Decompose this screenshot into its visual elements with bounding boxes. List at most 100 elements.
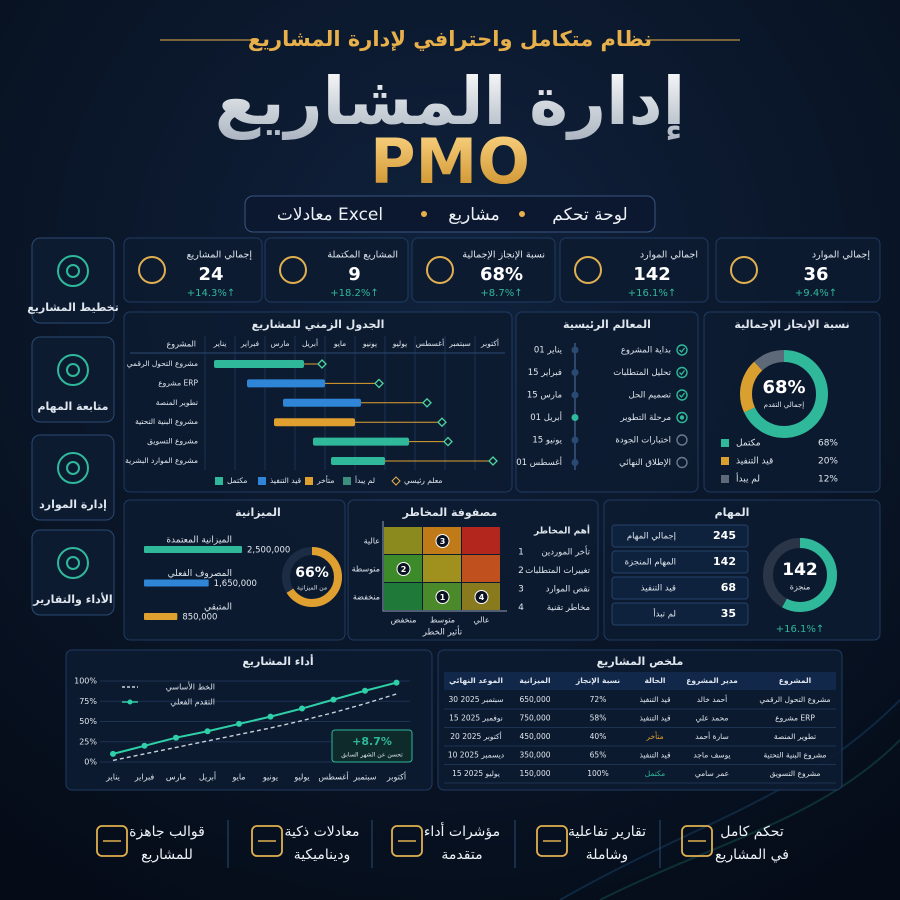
milestone-diamond xyxy=(374,378,384,389)
legend-value: 68% xyxy=(818,439,838,449)
milestone-label: بداية المشروع xyxy=(621,346,671,356)
y-tick-label: 100% xyxy=(74,677,97,686)
series-point xyxy=(236,720,242,727)
kpi-value: 9 xyxy=(348,264,361,285)
milestone-diamond xyxy=(422,397,432,408)
milestone-date: 15 مارس xyxy=(527,391,562,401)
x-tick-label: أكتوبر xyxy=(386,772,406,782)
footer-label: مؤشرات أداء xyxy=(424,822,500,840)
x-tick-label: مارس xyxy=(166,773,186,782)
panel xyxy=(264,237,409,303)
impact-label: عالي xyxy=(473,616,489,625)
milestone-status xyxy=(676,344,688,356)
series-point xyxy=(393,679,400,686)
donut-segment xyxy=(740,350,828,438)
budget-bar xyxy=(144,579,209,587)
series-point xyxy=(204,728,211,735)
table-cell: 72% xyxy=(590,695,607,704)
task-label: لم تبدأ xyxy=(653,608,676,620)
panel-title: المهام xyxy=(715,506,750,519)
gantt-bar xyxy=(313,437,409,446)
kpi-label: اجمالي الموارد xyxy=(640,250,698,261)
sidebar-card xyxy=(31,529,115,616)
project-name: مشروع الموارد البشرية xyxy=(125,456,198,465)
gantt-bar xyxy=(331,457,385,465)
subtitle: أهم المخاطر xyxy=(533,525,590,537)
milestone-date: 01 يناير xyxy=(534,346,563,356)
decor-wave xyxy=(599,739,900,900)
table-cell: 40% xyxy=(590,732,607,741)
table-cell: 650,000 xyxy=(519,695,550,704)
footer-icon xyxy=(96,825,128,857)
milestone-status xyxy=(676,366,688,379)
series-point xyxy=(362,687,368,694)
budget-label: المتبقي xyxy=(204,603,232,613)
matrix-cell xyxy=(462,527,500,554)
footer-icon xyxy=(536,825,568,857)
donut-segment xyxy=(763,538,837,612)
table-cell: 30 سبتمبر 2025 xyxy=(449,695,504,704)
panel xyxy=(65,649,433,791)
gauge-value: 66% xyxy=(295,565,329,581)
matrix-cell xyxy=(423,555,461,582)
risk-rank: 3 xyxy=(440,537,446,546)
series-line xyxy=(112,681,397,755)
table-cell: 450,000 xyxy=(519,732,550,741)
risk-label: مخاطر تقنية xyxy=(547,603,590,613)
sidebar-icon xyxy=(57,255,89,287)
kpi-icon xyxy=(730,256,758,284)
x-tick-label: يناير xyxy=(105,773,120,782)
milestone-status xyxy=(676,411,688,424)
milestone-diamond xyxy=(437,417,447,428)
sidebar-icon xyxy=(66,363,80,377)
y-tick-label: 0% xyxy=(84,758,97,767)
kpi-label: المشاريع المكتملة xyxy=(327,250,398,261)
month-label: مارس xyxy=(270,339,289,348)
kpi-label: نسبة الإنجاز الإجمالية xyxy=(462,250,545,261)
donut-segment xyxy=(740,350,828,438)
milestone-label: تحليل المتطلبات xyxy=(613,368,671,378)
gantt-bar xyxy=(283,398,361,407)
table-cell: قيد التنفيذ xyxy=(639,695,670,704)
legend-swatch xyxy=(721,475,729,483)
probability-label: عالية xyxy=(364,537,380,546)
kpi-change: +14.3%↑ xyxy=(187,288,236,299)
panel-title: أداء المشاريع xyxy=(242,654,313,668)
column-header: الموعد النهائي xyxy=(449,676,503,685)
table-cell: 15 نوفمبر 2025 xyxy=(449,714,503,723)
table-cell: محمد علي xyxy=(696,714,729,723)
kpi-change: +9.4%↑ xyxy=(795,288,837,299)
kpi-label: إجمالي المشاريع xyxy=(187,250,253,261)
column-header: الميزانية xyxy=(519,676,550,685)
impact-label: متوسط xyxy=(430,616,455,625)
sidebar-label: إدارة الموارد xyxy=(39,498,107,511)
footer-label: في المشاريع xyxy=(715,847,789,863)
footer-icon xyxy=(251,825,283,857)
panel-title: ملخص المشاريع xyxy=(597,655,684,668)
sidebar-card xyxy=(31,336,115,423)
milestone-date: 01 أغسطس xyxy=(516,456,562,468)
sidebar-label: الأداء والتقارير xyxy=(32,592,112,606)
legend-value: 12% xyxy=(818,475,838,485)
donut-caption: إجمالي التقدم xyxy=(764,401,804,409)
feature-label: لوحة تحكم xyxy=(552,205,627,225)
kpi-icon xyxy=(279,256,307,284)
column-header: المشروع xyxy=(167,340,196,349)
legend-label: معلم رئيسي xyxy=(404,476,442,485)
kpi-value: 142 xyxy=(633,264,671,285)
donut-caption: منجزة xyxy=(790,583,810,592)
panel xyxy=(123,499,346,641)
legend-label: لم يبدأ xyxy=(736,473,760,485)
table-cell: مكتمل xyxy=(645,769,665,778)
month-label: فبراير xyxy=(240,339,260,348)
separator-dot xyxy=(421,211,427,217)
legend-swatch xyxy=(305,477,313,485)
footer-label: للمشاريع xyxy=(141,847,193,863)
probability-label: متوسطة xyxy=(352,565,380,574)
table-cell: مشروع البنية التحتية xyxy=(764,751,827,760)
milestone-diamond xyxy=(317,359,327,369)
month-label: سبتمبر xyxy=(448,339,471,348)
risk-number: 4 xyxy=(518,603,524,613)
task-row xyxy=(611,524,749,548)
